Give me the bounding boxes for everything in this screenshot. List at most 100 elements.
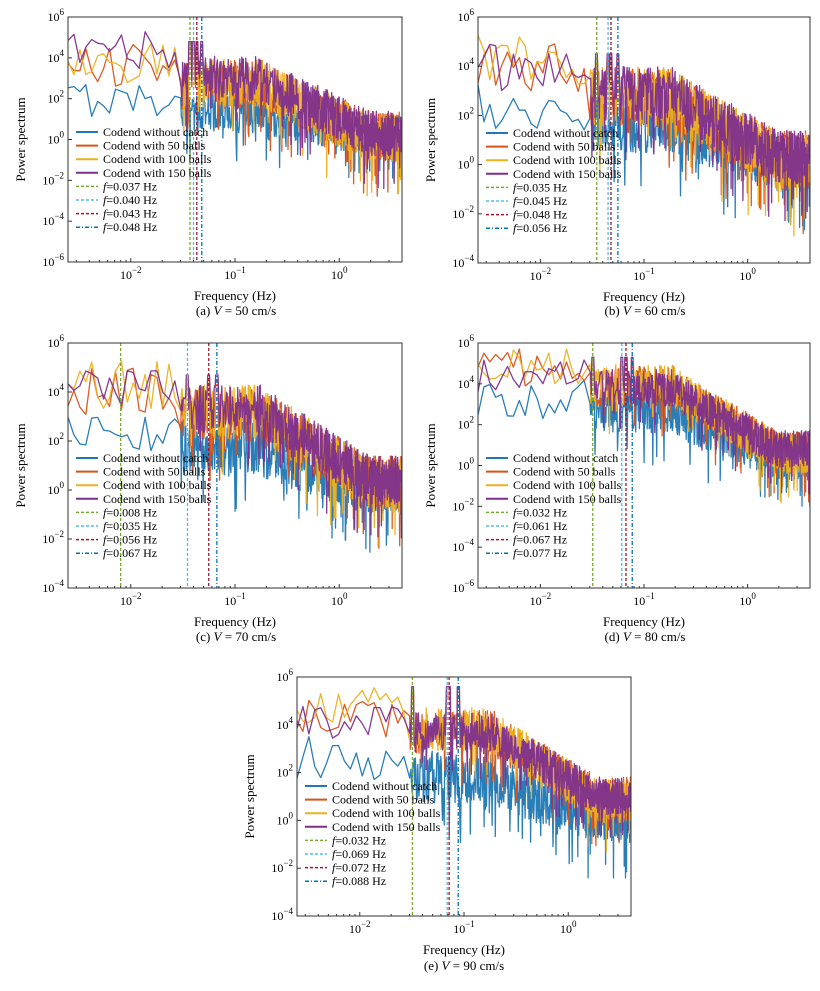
y-axis-label: Power spectrum [13,423,28,507]
freq-symbol: f [103,193,108,207]
freq-unit: Hz [140,193,157,207]
freq-equals: = [516,208,523,222]
legend-marker-label: f=0.067 Hz [103,546,157,560]
x-tick-label-base: 10 [560,922,572,936]
y-tick-label-base: 10 [452,207,464,221]
y-tick-label-base: 10 [277,670,289,684]
legend-marker-label: f=0.067 Hz [513,533,567,547]
y-axis-label: Power spectrum [423,423,438,507]
y-tick-label-exponent: 2 [60,89,65,99]
legend-marker-label: f=0.040 Hz [103,193,157,207]
freq-unit: Hz [140,505,157,519]
freq-unit: Hz [550,208,567,222]
freq-value: 0.043 [113,207,140,221]
y-tick-label-base: 10 [48,434,60,448]
freq-unit: Hz [369,847,386,861]
y-tick-label-exponent: 6 [60,333,65,343]
series-line [478,356,810,495]
y-tick-label-base: 10 [48,385,60,399]
x-tick-label-exponent: −1 [236,591,246,601]
x-tick-label: 10−1 [633,591,655,608]
freq-unit: Hz [550,546,567,560]
freq-symbol: f [103,533,108,547]
freq-unit: Hz [550,519,567,533]
legend-marker-label: f=0.069 Hz [332,847,386,861]
legend-marker-label: f=0.072 Hz [332,861,386,875]
freq-value: 0.032 [342,833,369,847]
legend-marker-label: f=0.056 Hz [103,533,157,547]
y-tick-label-exponent: −4 [54,578,64,588]
y-tick-label-exponent: 6 [470,333,475,343]
y-tick-label: 100 [48,480,65,497]
x-tick-label: 10−2 [530,591,552,608]
x-axis-label: Frequency (Hz) [194,614,276,629]
freq-equals: = [335,861,342,875]
caption-value: = 50 cm/s [222,303,277,318]
freq-symbol: f [332,833,337,847]
y-tick-label-base: 10 [42,255,54,269]
y-tick-label: 100 [458,456,475,473]
y-tick-label-base: 10 [277,718,289,732]
panel-caption: (d) V = 80 cm/s [604,629,685,644]
legend-label: Codend with 100 balls [513,153,622,167]
freq-value: 0.040 [113,193,140,207]
y-tick-label-base: 10 [42,214,54,228]
freq-equals: = [516,194,523,208]
caption-prefix: (e) [424,958,442,973]
y-tick-label: 10−4 [271,906,293,923]
freq-value: 0.069 [342,847,369,861]
x-tick-label-base: 10 [349,922,361,936]
freq-symbol: f [513,533,518,547]
caption-value: = 90 cm/s [450,958,505,973]
x-tick-label-exponent: −2 [132,265,142,275]
panel-caption: (a) V = 50 cm/s [196,303,276,318]
x-tick-label-base: 10 [120,268,132,282]
y-tick-label: 10−2 [452,204,474,221]
y-tick-label: 100 [277,810,294,827]
freq-value: 0.035 [113,519,140,533]
y-tick-label-base: 10 [458,158,470,172]
freq-value: 0.067 [113,546,140,560]
x-tick-label-base: 10 [331,268,343,282]
freq-equals: = [335,874,342,888]
freq-symbol: f [332,847,337,861]
y-tick-label-exponent: −2 [54,529,64,539]
y-tick-label: 104 [277,715,294,732]
legend-label: Codend without catch [513,126,618,140]
legend-label: Codend with 150 balls [332,820,441,834]
caption-var: V [214,629,224,644]
x-tick-label: 10−1 [633,266,655,283]
series-group [478,35,810,237]
y-tick-label: 106 [458,7,475,24]
x-axis-label: Frequency (Hz) [603,614,685,629]
legend-marker-label: f=0.008 Hz [103,505,157,519]
y-tick-label: 10−4 [42,578,64,595]
freq-symbol: f [332,874,337,888]
x-tick-label-base: 10 [739,594,751,608]
y-tick-label: 102 [48,431,65,448]
freq-symbol: f [103,519,108,533]
y-tick-label: 100 [458,155,475,172]
series-line [478,43,810,222]
freq-value: 0.048 [523,208,550,222]
x-tick-label-exponent: −2 [542,591,552,601]
caption-var: V [623,629,633,644]
y-tick-label: 106 [277,667,294,684]
y-tick-label-exponent: 0 [470,456,475,466]
y-tick-label-base: 10 [48,336,60,350]
legend-label: Codend with 150 balls [513,167,622,181]
freq-unit: Hz [140,546,157,560]
legend-marker-label: f=0.035 Hz [513,180,567,194]
freq-symbol: f [103,179,108,193]
freq-unit: Hz [140,179,157,193]
legend-label: Codend with 100 balls [332,806,441,820]
panel-caption: (b) V = 60 cm/s [604,303,685,318]
caption-prefix: (d) [604,629,622,644]
legend-label: Codend with 50 balls [513,465,616,479]
caption-value: = 70 cm/s [222,629,277,644]
y-tick-label-exponent: 6 [470,7,475,17]
freq-symbol: f [103,505,108,519]
